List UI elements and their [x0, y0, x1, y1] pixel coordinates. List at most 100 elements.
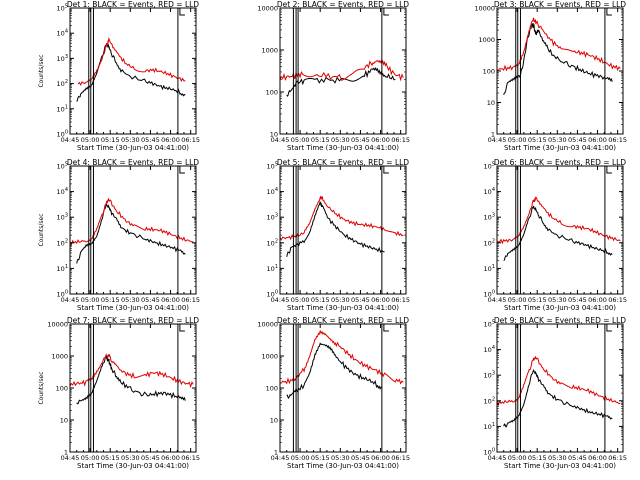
y-tick-label: 104 [484, 187, 495, 196]
y-tick-label: 103 [267, 213, 278, 222]
panel-title: Det 9: BLACK = Events, RED = LLD [494, 316, 626, 325]
x-tick-label: 05:45 [141, 136, 160, 144]
y-tick-label: 1000 [261, 47, 278, 55]
y-tick-label: 100 [266, 89, 278, 97]
x-tick-label: 05:00 [291, 454, 310, 462]
x-axis-label: Start Time (30-Jun-03 04:41:00) [287, 462, 399, 470]
y-tick-label: 103 [484, 371, 495, 380]
attenuator-flag [179, 166, 185, 174]
detector-panel-3: 04:45 05:00 05:15 05:30 05:45 06:00 06:15 1 10 10… [474, 0, 627, 152]
x-tick-label: 05:15 [528, 454, 547, 462]
x-tick-label: 06:00 [371, 136, 390, 144]
panel-title: Det 1: BLACK = Events, RED = LLD [67, 0, 199, 9]
y-tick-label: 10000 [47, 321, 68, 329]
x-axis-label: Start Time (30-Jun-03 04:41:00) [77, 462, 189, 470]
x-tick-label: 04:45 [271, 136, 290, 144]
x-tick-label: 05:30 [331, 454, 350, 462]
panel-title: Det 2: BLACK = Events, RED = LLD [277, 0, 409, 9]
attenuator-flag [383, 324, 389, 332]
series-lld-line [279, 329, 404, 385]
series-lld-line [77, 37, 186, 87]
y-tick-label: 102 [57, 79, 68, 88]
y-tick-label: 102 [484, 238, 495, 247]
y-tick-label: 103 [57, 54, 68, 63]
x-tick-label: 04:45 [271, 296, 290, 304]
x-tick-label: 06:15 [391, 296, 410, 304]
panel-title: Det 6: BLACK = Events, RED = LLD [494, 158, 626, 167]
series-lld-line [279, 196, 404, 241]
detector-panel-5: 04:45 05:00 05:15 05:30 05:45 06:00 06:15 100 10… [267, 158, 410, 312]
x-tick-label: 06:00 [161, 136, 180, 144]
series-events-line [286, 66, 396, 97]
panel-title: Det 7: BLACK = Events, RED = LLD [67, 316, 199, 325]
y-tick-label: 10 [270, 417, 278, 425]
attenuator-flag [606, 324, 612, 332]
x-tick-label: 06:00 [588, 454, 607, 462]
y-tick-label: 1000 [478, 36, 495, 44]
detector-panel-2: 04:45 05:00 05:15 05:30 05:45 06:00 06:15 10 100… [257, 0, 410, 152]
y-tick-label: 10000 [257, 5, 278, 13]
y-tick-label: 100 [483, 68, 495, 76]
x-tick-label: 06:15 [608, 454, 627, 462]
y-tick-label: 100 [266, 385, 278, 393]
detector-panel-7: 04:45 05:00 05:15 05:30 05:45 06:00 06:15 1 10 10… [38, 316, 200, 470]
x-tick-label: 05:45 [568, 296, 587, 304]
x-tick-label: 05:30 [331, 136, 350, 144]
series-events-line [503, 368, 613, 428]
x-tick-label: 06:15 [181, 454, 200, 462]
y-tick-label: 100 [484, 290, 495, 299]
y-tick-label: 104 [267, 187, 278, 196]
x-tick-label: 05:30 [548, 136, 567, 144]
series-lld-line [69, 198, 194, 246]
series-events-line [76, 355, 186, 405]
plot-frame [69, 165, 197, 295]
x-tick-label: 05:30 [121, 136, 140, 144]
y-axis-label: Counts/sec [38, 213, 45, 246]
y-tick-label: 1 [274, 449, 278, 457]
x-tick-label: 06:15 [391, 454, 410, 462]
x-tick-label: 05:30 [121, 296, 140, 304]
y-tick-label: 104 [484, 345, 495, 354]
x-tick-label: 04:45 [488, 136, 507, 144]
y-tick-label: 10 [487, 99, 495, 107]
x-tick-label: 05:45 [141, 296, 160, 304]
y-tick-label: 102 [57, 238, 68, 247]
plot-frame [69, 7, 197, 135]
series-events-line [76, 203, 186, 264]
y-tick-label: 1000 [261, 353, 278, 361]
y-tick-label: 101 [484, 422, 495, 431]
x-tick-label: 06:15 [181, 296, 200, 304]
x-tick-label: 05:15 [101, 136, 120, 144]
y-tick-label: 104 [57, 29, 68, 38]
attenuator-flag [179, 324, 185, 332]
y-tick-label: 100 [56, 385, 68, 393]
series-events-line [503, 205, 613, 262]
x-tick-label: 05:45 [568, 136, 587, 144]
plot-frame [279, 165, 407, 295]
x-tick-label: 05:30 [548, 454, 567, 462]
x-tick-label: 05:15 [311, 296, 330, 304]
panel-title: Det 4: BLACK = Events, RED = LLD [67, 158, 199, 167]
y-tick-label: 103 [484, 213, 495, 222]
y-tick-label: 10000 [257, 321, 278, 329]
y-tick-label: 100 [57, 290, 68, 299]
y-axis-label: Counts/sec [38, 371, 45, 404]
x-tick-label: 06:15 [608, 296, 627, 304]
x-tick-label: 06:00 [588, 296, 607, 304]
attenuator-flag [606, 166, 612, 174]
x-tick-label: 06:15 [391, 136, 410, 144]
plot-frame [496, 165, 624, 295]
detector-panel-8: 04:45 05:00 05:15 05:30 05:45 06:00 06:15 1 10 10… [257, 316, 410, 470]
plot-frame [496, 323, 624, 453]
x-tick-label: 06:00 [588, 136, 607, 144]
panel-title: Det 5: BLACK = Events, RED = LLD [277, 158, 409, 167]
series-lld-line [69, 353, 194, 389]
x-tick-label: 05:00 [508, 454, 527, 462]
x-tick-label: 04:45 [61, 454, 80, 462]
series-lld-line [496, 196, 621, 245]
y-tick-label: 105 [57, 4, 68, 13]
detector-panel-1: 04:45 05:00 05:15 05:30 05:45 06:00 06:15 100 10… [38, 0, 200, 152]
attenuator-flag [179, 8, 185, 16]
y-axis-label: Counts/sec [38, 54, 45, 87]
